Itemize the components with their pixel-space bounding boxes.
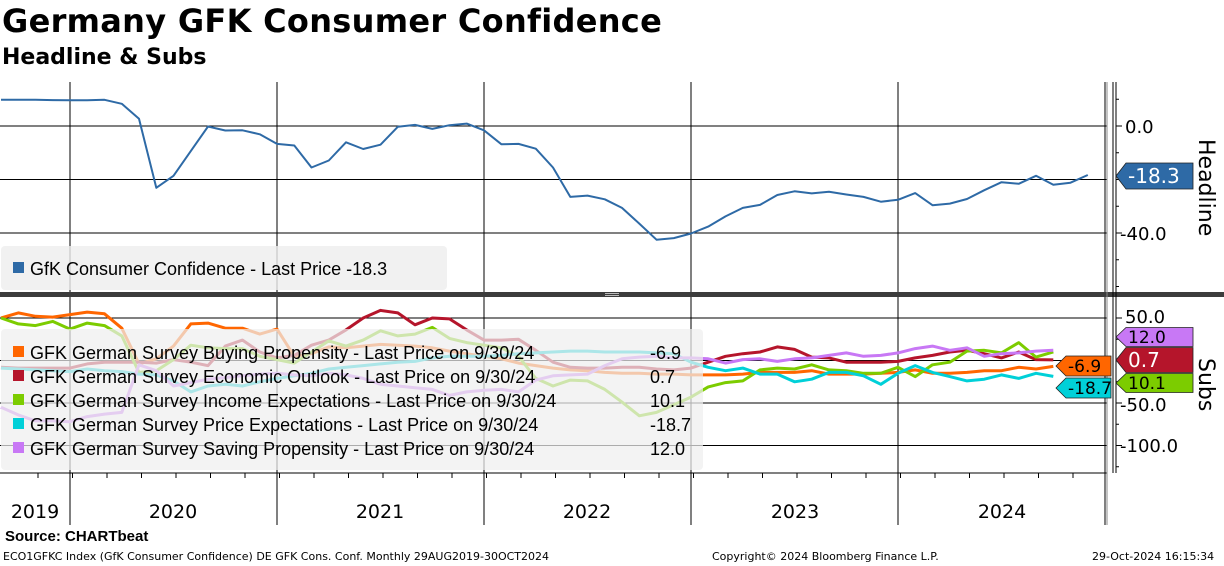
legend-value-economic: 0.7 <box>650 367 675 387</box>
year-label: 2020 <box>149 501 197 523</box>
last-value-tags: -18.3 12.00.710.1 -6.9-18.7 <box>1055 162 1194 399</box>
legend-value-saving: 12.0 <box>650 439 685 459</box>
chart-subtitle: Headline & Subs <box>2 45 207 70</box>
headline-last-value-tag: -18.3 <box>1115 162 1194 190</box>
price-last-value-tag-shape <box>1055 377 1112 399</box>
headline-last-value-tag-value: -18.3 <box>1128 164 1180 188</box>
saving-last-value-tag: 12.0 <box>1115 327 1194 348</box>
buying-last-value-tag: -6.9 <box>1055 355 1112 377</box>
price-last-value-tag-value: -18.7 <box>1068 379 1112 399</box>
headline-axis-title: Headline <box>1193 139 1218 236</box>
subs-axis-title: Subs <box>1193 358 1218 411</box>
income-last-value-tag: 10.1 <box>1115 373 1194 394</box>
saving-last-value-tag-shape <box>1115 327 1194 347</box>
buying-last-value-tag-shape <box>1055 355 1112 377</box>
ticker-info: ECO1GFKC Index (GfK Consumer Confidence)… <box>3 550 550 563</box>
legend-swatch-economic <box>13 370 24 381</box>
chart-title: Germany GFK Consumer Confidence <box>2 2 663 40</box>
headline-legend-label: GfK Consumer Confidence - Last Price -18… <box>30 259 387 279</box>
saving-last-value-tag-value: 12.0 <box>1128 328 1166 348</box>
headline-line-gfk-consumer-confidence <box>1 98 1089 241</box>
panel-divider[interactable] <box>0 292 1224 297</box>
subs-tick-label: -50.0 <box>1120 395 1167 416</box>
headline-legend-box <box>1 246 447 290</box>
copyright: Copyright© 2024 Bloomberg Finance L.P. <box>712 550 939 563</box>
legend-value-price: -18.7 <box>650 415 691 435</box>
income-last-value-tag-value: 10.1 <box>1128 374 1166 394</box>
legend-swatch-income <box>13 394 24 405</box>
headline-tick-label: 0.0 <box>1125 117 1154 138</box>
legend-label-income: GFK German Survey Income Expectations - … <box>30 391 556 411</box>
subs-tick-label: 50.0 <box>1125 307 1165 328</box>
income-last-value-tag-shape <box>1115 373 1194 393</box>
buying-last-value-tag-value: -6.9 <box>1068 357 1101 377</box>
economic-last-value-tag: 0.7 <box>1115 347 1194 373</box>
divider-grip-icon[interactable] <box>605 293 619 296</box>
year-label: 2019 <box>11 501 59 523</box>
timestamp: 29-Oct-2024 16:15:34 <box>1092 550 1215 563</box>
legend-label-buying: GFK German Survey Buying Propensity - La… <box>30 343 534 363</box>
headline-last-value-tag-shape <box>1115 162 1194 190</box>
source-label: Source: CHARTbeat <box>5 528 149 545</box>
economic-last-value-tag-value: 0.7 <box>1128 348 1160 372</box>
legend-label-saving: GFK German Survey Saving Propensity - La… <box>30 439 534 459</box>
economic-last-value-tag-shape <box>1115 347 1194 373</box>
year-label: 2021 <box>356 501 404 523</box>
legend-label-price: GFK German Survey Price Expectations - L… <box>30 415 538 435</box>
legend-value-income: 10.1 <box>650 391 685 411</box>
year-label: 2024 <box>978 501 1026 523</box>
headline-tick-label: -40.0 <box>1120 224 1167 245</box>
right-axis <box>1106 82 1122 525</box>
headline-legend: GfK Consumer Confidence - Last Price -18… <box>1 246 447 290</box>
legend-swatch-price <box>13 418 24 429</box>
legend-label-economic: GFK German Survey Economic Outlook - Las… <box>30 367 535 387</box>
headline-legend-swatch <box>13 262 24 273</box>
legend-swatch-saving <box>13 442 24 453</box>
legend-swatch-buying <box>13 346 24 357</box>
subs-legend: GFK German Survey Buying Propensity - La… <box>1 329 703 470</box>
year-label: 2022 <box>563 501 611 523</box>
legend-value-buying: -6.9 <box>650 343 681 363</box>
price-last-value-tag: -18.7 <box>1055 377 1112 399</box>
subs-tick-label: -100.0 <box>1120 436 1178 457</box>
subs-legend-box <box>1 329 703 470</box>
year-label: 2023 <box>771 501 819 523</box>
